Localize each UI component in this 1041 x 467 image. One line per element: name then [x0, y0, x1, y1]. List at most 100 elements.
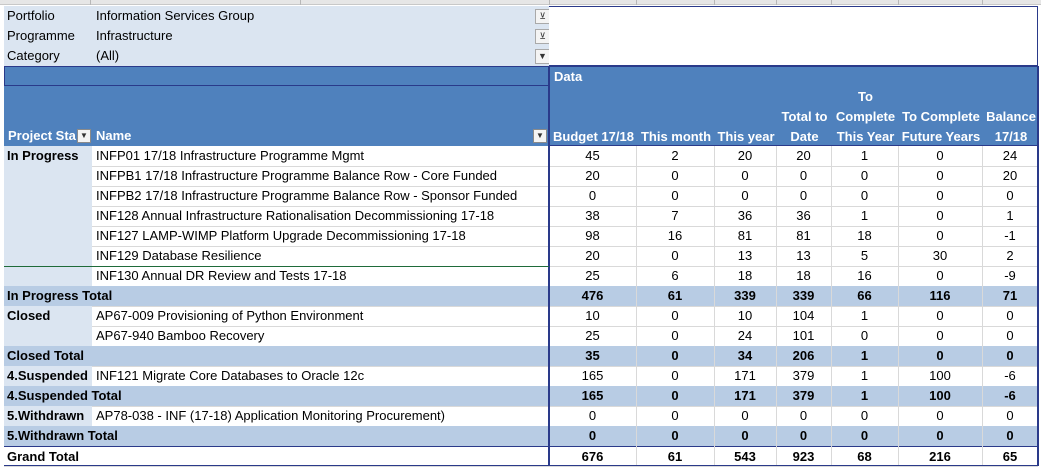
- dropdown-icon: ▼: [538, 51, 547, 61]
- chevron-down-icon: ▼: [80, 131, 88, 140]
- value-cell: 45: [585, 148, 600, 163]
- value-cell: 0: [588, 188, 597, 203]
- filter-dropdown-button[interactable]: ⊻: [535, 9, 550, 24]
- value-cell: 16: [667, 228, 683, 243]
- row-divider: [92, 206, 1038, 207]
- project-status-cell: In Progress: [4, 146, 92, 166]
- project-status-cell: [4, 226, 92, 246]
- value-cell: -9: [1004, 268, 1016, 283]
- column-divider: [776, 146, 777, 466]
- value-cell: 13: [796, 248, 811, 263]
- value-cell: 0: [1006, 328, 1014, 343]
- project-name-cell: INF130 Annual DR Review and Tests 17-18: [96, 268, 347, 283]
- value-cell: 0: [1006, 408, 1014, 423]
- value-cell: 36: [796, 208, 811, 223]
- table-row[interactable]: INF130 Annual DR Review and Tests 17-18 2…: [4, 266, 1038, 286]
- subtotal-row[interactable]: 4.Suspended Total 165 0 171 379 1 100 -6: [4, 386, 1038, 406]
- value-cell: 171: [734, 388, 756, 403]
- table-row[interactable]: In Progress INFP01 17/18 Infrastructure P…: [4, 146, 1038, 166]
- value-cell: 18: [857, 228, 872, 243]
- value-cell: 0: [936, 348, 944, 363]
- value-cell: 0: [936, 148, 944, 163]
- value-cell: -1: [1004, 228, 1016, 243]
- value-cell: 0: [671, 368, 679, 383]
- value-cell: 61: [667, 288, 683, 303]
- subtotal-row[interactable]: Closed Total 35 0 34 206 1 0 0: [4, 346, 1038, 366]
- row-divider: [4, 406, 1038, 407]
- value-cell: 0: [799, 168, 808, 183]
- column-header-line: Balance: [986, 109, 1036, 124]
- value-cell: 0: [799, 188, 808, 203]
- value-cell: 0: [860, 328, 869, 343]
- value-cell: 13: [737, 248, 753, 263]
- value-cell: 0: [741, 428, 749, 443]
- column-header-line: This Year: [836, 129, 895, 144]
- project-status-cell: [4, 266, 92, 286]
- table-row[interactable]: Closed AP67-009 Provisioning of Python En…: [4, 306, 1038, 326]
- filter-blank-area: [549, 6, 1038, 66]
- value-cell: 16: [857, 268, 872, 283]
- project-status-cell: [4, 246, 92, 266]
- value-cell: 1: [860, 148, 869, 163]
- filter-dropdown-button[interactable]: ⊻: [535, 29, 550, 44]
- project-status-cell: 5.Withdrawn: [4, 406, 92, 426]
- value-cell: 65: [1002, 449, 1018, 464]
- column-header-line: Total to: [781, 109, 828, 124]
- table-row[interactable]: 5.Withdrawn AP78-038 - INF (17-18) Applic…: [4, 406, 1038, 426]
- value-cell: 116: [929, 288, 951, 303]
- value-cell: 34: [737, 348, 753, 363]
- value-cell: 0: [671, 388, 679, 403]
- table-row[interactable]: AP67-940 Bamboo Recovery 25 0 24 101 0 0 0: [4, 326, 1038, 346]
- row-divider: [92, 246, 1038, 247]
- column-divider: [898, 146, 899, 466]
- column-header-line: Future Years: [901, 129, 981, 144]
- table-row[interactable]: INF128 Annual Infrastructure Rationalisa…: [4, 206, 1038, 226]
- value-cell: 339: [792, 288, 815, 303]
- filter-icon: ⊻: [539, 11, 546, 21]
- name-header: Name: [96, 128, 132, 143]
- filter-label: Category: [7, 48, 60, 63]
- value-cell: 2: [1006, 248, 1014, 263]
- subtotal-row[interactable]: In Progress Total 476 61 339 339 66 116 71: [4, 286, 1038, 306]
- table-row[interactable]: INF129 Database Resilience 20 0 13 13 5 30 2: [4, 246, 1038, 266]
- row-divider: [4, 166, 1038, 167]
- name-dropdown[interactable]: ▼: [533, 129, 547, 143]
- value-cell: -6: [1004, 388, 1016, 403]
- grand-total-row[interactable]: Grand Total 676 61 543 923 68 216 65: [4, 446, 1038, 467]
- project-status-cell: [4, 206, 92, 226]
- table-row[interactable]: 4.Suspended INF121 Migrate Core Databases…: [4, 366, 1038, 386]
- pivot-row-header: Project Sta ▼ Name ▼: [4, 86, 549, 146]
- table-row[interactable]: INF127 LAMP-WIMP Platform Upgrade Decomm…: [4, 226, 1038, 246]
- value-cell: 25: [585, 268, 600, 283]
- value-cell: 476: [581, 288, 604, 303]
- row-divider: [4, 306, 1038, 307]
- value-cell: 1: [860, 208, 869, 223]
- column-divider: [982, 146, 983, 466]
- row-divider: [92, 226, 1038, 227]
- value-cell: 0: [671, 188, 679, 203]
- value-cell: 81: [796, 228, 811, 243]
- table-row[interactable]: INFPB1 17/18 Infrastructure Programme Ba…: [4, 166, 1038, 186]
- project-status-cell: [4, 326, 92, 346]
- pivot-header-top: [4, 66, 549, 86]
- filter-value: Infrastructure: [96, 28, 173, 43]
- value-cell: 0: [860, 168, 869, 183]
- value-cell: 104: [792, 308, 815, 323]
- project-status-dropdown[interactable]: ▼: [77, 129, 91, 143]
- value-cell: 0: [741, 408, 749, 423]
- subtotal-row[interactable]: 5.Withdrawn Total 0 0 0 0 0 0 0: [4, 426, 1038, 446]
- column-divider: [714, 0, 715, 5]
- value-cell: 206: [792, 348, 815, 363]
- column-divider: [636, 0, 637, 5]
- table-row[interactable]: INFPB2 17/18 Infrastructure Programme Ba…: [4, 186, 1038, 206]
- value-cell: 0: [936, 228, 944, 243]
- value-cell: 24: [1002, 148, 1018, 163]
- value-cell: 0: [799, 428, 808, 443]
- value-cell: 7: [671, 208, 679, 223]
- row-divider: [4, 326, 1038, 327]
- value-cell: -6: [1004, 368, 1016, 383]
- value-cell: 0: [671, 308, 679, 323]
- filter-dropdown-button[interactable]: ▼: [535, 49, 550, 64]
- value-cell: 0: [671, 248, 679, 263]
- value-cell: 20: [1002, 168, 1018, 183]
